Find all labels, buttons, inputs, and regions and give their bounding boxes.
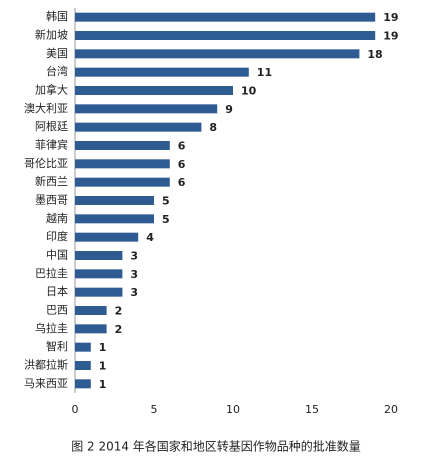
y-tick-label: 巴西 <box>46 304 68 317</box>
bar <box>75 31 376 40</box>
y-tick-label: 哥伦比亚 <box>24 156 68 170</box>
y-tick-label: 阿根廷 <box>35 119 68 133</box>
y-tick-label: 台湾 <box>46 64 68 78</box>
value-label: 1 <box>99 360 107 373</box>
y-tick-label: 墨西哥 <box>35 194 68 207</box>
bar <box>75 49 360 59</box>
y-tick-label: 新西兰 <box>35 174 68 188</box>
bar <box>75 177 170 187</box>
bar <box>75 287 123 297</box>
value-label: 19 <box>383 30 398 43</box>
value-label: 1 <box>99 378 107 391</box>
y-tick-label: 越南 <box>46 211 68 225</box>
bar <box>75 269 123 279</box>
bar <box>75 379 91 389</box>
y-tick-label: 澳大利亚 <box>24 101 68 115</box>
bar <box>75 232 139 242</box>
bar <box>75 196 154 205</box>
value-label: 6 <box>178 140 186 153</box>
y-tick-label: 智利 <box>46 339 68 353</box>
bar <box>75 361 91 370</box>
value-label: 18 <box>367 48 382 61</box>
value-label: 6 <box>178 158 186 171</box>
value-label: 8 <box>209 121 217 134</box>
value-label: 2 <box>115 323 123 336</box>
x-tick-label: 15 <box>305 403 319 416</box>
bar <box>75 104 218 114</box>
value-label: 6 <box>178 176 186 189</box>
y-tick-label: 中国 <box>46 249 68 262</box>
x-tick-label: 10 <box>226 403 240 416</box>
bar <box>75 214 154 224</box>
chart-title: 图 2 2014 年各国家和地区转基因作物品种的批准数量 <box>71 439 361 454</box>
value-label: 1 <box>99 341 107 354</box>
bar <box>75 251 123 260</box>
x-tick-label: 20 <box>384 403 398 416</box>
y-tick-label: 菲律宾 <box>35 138 68 152</box>
bar <box>75 159 170 169</box>
x-tick-label: 0 <box>72 403 79 416</box>
value-label: 2 <box>115 305 123 318</box>
bar <box>75 342 91 352</box>
bar <box>75 306 107 315</box>
bar <box>75 12 376 22</box>
value-label: 11 <box>257 66 272 79</box>
y-tick-label: 新加坡 <box>35 28 68 42</box>
bar <box>75 141 170 150</box>
value-label: 10 <box>241 85 257 98</box>
y-tick-label: 洪都拉斯 <box>24 358 68 372</box>
value-label: 3 <box>130 286 138 299</box>
value-label: 4 <box>146 231 154 244</box>
y-tick-label: 乌拉圭 <box>35 321 68 335</box>
value-label: 3 <box>130 268 138 281</box>
value-label: 3 <box>130 250 138 263</box>
y-tick-label: 日本 <box>46 284 68 298</box>
y-tick-label: 印度 <box>46 229 68 243</box>
bar <box>75 122 202 132</box>
y-tick-label: 巴拉圭 <box>35 266 68 280</box>
y-tick-label: 加拿大 <box>35 83 68 97</box>
y-tick-label: 韩国 <box>46 9 68 23</box>
value-label: 5 <box>162 213 170 226</box>
y-tick-label: 美国 <box>46 47 68 60</box>
x-tick-label: 5 <box>151 403 158 416</box>
value-label: 5 <box>162 195 170 208</box>
value-label: 19 <box>383 11 398 24</box>
value-label: 9 <box>225 103 233 116</box>
y-tick-label: 马来西亚 <box>24 377 68 390</box>
bar <box>75 67 249 77</box>
bar <box>75 324 107 334</box>
bar <box>75 86 233 95</box>
